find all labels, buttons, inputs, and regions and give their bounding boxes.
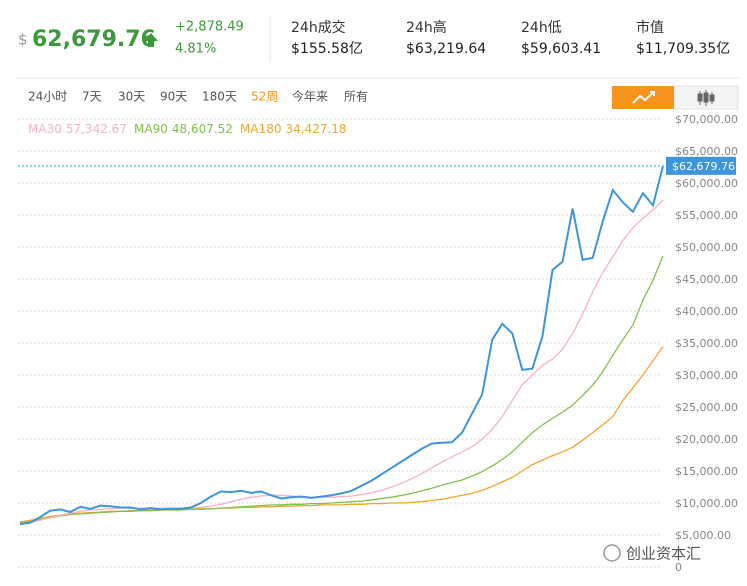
y-tick-label: $15,000.00 (675, 465, 738, 478)
y-tick-label: $10,000.00 (675, 497, 738, 510)
change-pct: 4.81% (175, 42, 216, 57)
y-tick-label: $5,000.00 (675, 529, 731, 542)
legend-name: MA90 (134, 122, 168, 136)
time-tab[interactable]: 90天 (160, 90, 187, 104)
legend-value: 57,342.67 (66, 122, 127, 136)
legend-entry: MA180 34,427.18 (240, 122, 347, 136)
stat-value: $155.58亿 (291, 41, 363, 57)
y-tick-label: $65,000.00 (675, 145, 738, 158)
y-tick-label: $50,000.00 (675, 241, 738, 254)
time-tab[interactable]: 今年来 (292, 89, 328, 104)
stat-label: 24h成交 (291, 19, 346, 36)
ma-line (19, 346, 664, 523)
y-tick-label: $20,000.00 (675, 433, 738, 446)
legend-entry: MA30 57,342.67 (28, 122, 127, 136)
candle-icon (697, 90, 715, 106)
watermark-text: 创业资本汇 (626, 545, 701, 563)
watermark: 创业资本汇 (603, 544, 701, 563)
stat-value: $63,219.64 (406, 41, 486, 57)
time-tab[interactable]: 30天 (118, 90, 145, 104)
price-line (19, 165, 664, 526)
ma-line (19, 255, 664, 524)
legend-entry: MA90 48,607.52 (134, 122, 233, 136)
time-tab[interactable]: 所有 (344, 90, 368, 104)
y-tick-label: $45,000.00 (675, 273, 738, 286)
y-tick-label: $55,000.00 (675, 209, 738, 222)
stat-label: 24h低 (521, 20, 562, 36)
stat-label: 市值 (636, 19, 664, 36)
ma-line (19, 199, 664, 525)
legend-value: 48,607.52 (172, 122, 233, 136)
y-tick-label: $70,000.00 (675, 113, 738, 126)
y-tick-label: $35,000.00 (675, 337, 738, 350)
current-price-label: $62,679.76 (672, 160, 735, 173)
legend-value: 34,427.18 (285, 122, 346, 136)
currency: $ (18, 31, 28, 49)
stat-label: 24h高 (406, 19, 447, 36)
legend-name: MA30 (28, 122, 62, 136)
time-tab[interactable]: 52周 (251, 90, 278, 104)
y-tick-label: 0 (675, 561, 682, 574)
price: 62,679.76 (32, 27, 156, 52)
line-icon (632, 91, 655, 104)
time-tab[interactable]: 24小时 (28, 90, 67, 104)
change: +2,878.49 (175, 20, 244, 35)
y-tick-label: $60,000.00 (675, 177, 738, 190)
time-tab[interactable]: 180天 (202, 90, 237, 104)
up-arrow (144, 33, 158, 47)
current-price-box (666, 156, 736, 175)
time-tab[interactable]: 7天 (82, 90, 102, 104)
y-tick-label: $25,000.00 (675, 401, 738, 414)
legend-name: MA180 (240, 122, 281, 136)
y-tick-label: $30,000.00 (675, 369, 738, 382)
stat-value: $59,603.41 (521, 41, 601, 57)
y-tick-label: $40,000.00 (675, 305, 738, 318)
stat-value: $11,709.35亿 (636, 41, 730, 57)
